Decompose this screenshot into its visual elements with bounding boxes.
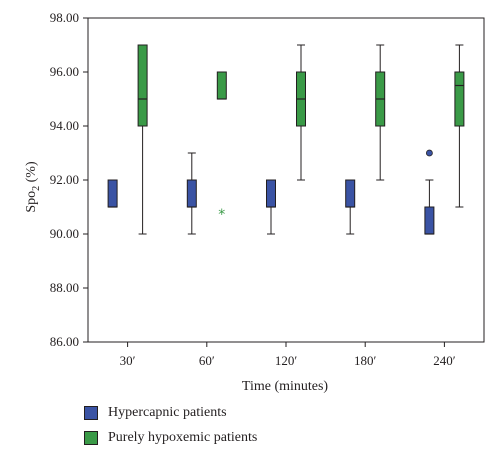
x-tick-label-2: 120′	[275, 353, 298, 368]
box-hypoxemic-0	[137, 44, 148, 127]
legend-swatch-hypoxemic	[84, 431, 98, 445]
outlier-hypoxemic-1-0: *	[218, 207, 225, 223]
box-hypercapnic-2	[266, 179, 276, 208]
legend-swatch-hypercapnic	[84, 406, 98, 420]
legend-label-hypercapnic: Hypercapnic patients	[108, 405, 227, 420]
x-axis-title: Time (minutes)	[242, 379, 329, 394]
box-hypercapnic-1	[186, 179, 197, 208]
outlier-hypercapnic-4-0	[425, 149, 433, 157]
x-tick-label-1: 60′	[199, 353, 215, 368]
box-hypercapnic-4	[424, 206, 435, 235]
legend-item-hypercapnic: Hypercapnic patients	[84, 402, 257, 424]
box-hypoxemic-1	[216, 71, 227, 100]
box-hypercapnic-3	[345, 179, 356, 208]
legend-label-hypoxemic: Purely hypoxemic patients	[108, 430, 258, 445]
y-tick-label-5: 96.00	[50, 64, 79, 79]
y-tick-label-0: 86.00	[50, 334, 79, 349]
y-tick-label-4: 94.00	[50, 118, 79, 133]
y-tick-label-3: 92.00	[50, 172, 79, 187]
x-tick-label-3: 180′	[354, 353, 377, 368]
y-tick-label-2: 90.00	[50, 226, 79, 241]
box-hypoxemic-4	[454, 71, 465, 127]
boxplot-chart: Spo2 (%) Time (minutes) 86.00 88.00 90.00 9…	[24, 10, 485, 394]
y-tick-label-1: 88.00	[50, 280, 79, 295]
x-tick-label-4: 240′	[433, 353, 456, 368]
box-hypercapnic-0	[107, 179, 118, 208]
legend-item-hypoxemic: Purely hypoxemic patients	[84, 427, 257, 449]
x-tick-label-0: 30′	[120, 353, 136, 368]
legend: Hypercapnic patients Purely hypoxemic pa…	[84, 402, 257, 452]
y-axis-title: Spo2 (%)	[24, 161, 42, 213]
y-tick-label-6: 98.00	[50, 10, 79, 25]
